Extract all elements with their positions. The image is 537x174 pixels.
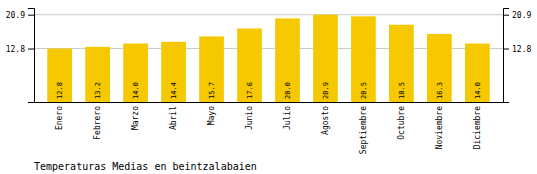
bar <box>85 47 110 102</box>
x-tick: Junio <box>245 106 254 130</box>
data-label: 20.5 <box>360 82 368 99</box>
y-tick-label: 12.8 <box>512 45 531 54</box>
y-axis-line-right <box>504 9 510 103</box>
y-tick-label: 12.8 <box>6 45 25 54</box>
data-label: 13.2 <box>94 82 102 99</box>
data-labels: 12.8 13.2 14.0 14.4 15.7 17.6 20.0 20.9 20.5 18.5… <box>56 82 482 99</box>
y-axis-left: 12.8 20.9 <box>6 9 35 103</box>
y-tick: 12.8 <box>6 45 34 54</box>
y-tick: 20.9 <box>503 11 531 20</box>
bars <box>47 15 489 102</box>
title: Temperaturas Medias en beintzalabaien <box>34 161 257 172</box>
y-tick: 20.9 <box>6 11 34 20</box>
x-tick-label: Febrero <box>93 106 102 140</box>
x-tick: Octubre <box>397 106 406 140</box>
bar <box>47 49 72 102</box>
data-label: 20.9 <box>322 82 330 99</box>
x-tick: Abril <box>169 106 178 130</box>
y-axis-right: 12.8 20.9 <box>503 9 531 103</box>
data-label: 14.4 <box>170 82 178 99</box>
bar <box>123 44 148 102</box>
bar <box>313 15 338 102</box>
bar <box>199 36 224 102</box>
x-tick-label: Junio <box>245 106 254 130</box>
bar <box>161 42 186 102</box>
x-tick-label: Mayo <box>207 106 216 125</box>
x-tick-label: Agosto <box>321 106 330 135</box>
bar <box>389 25 414 102</box>
chart: Enero Febrero Marzo Abril Mayo Junio Julio Agos… <box>0 0 537 174</box>
x-tick-label: Diciembre <box>473 106 482 150</box>
x-tick-label: Octubre <box>397 106 406 140</box>
y-tick-mark <box>503 15 509 16</box>
bar <box>427 34 452 102</box>
x-tick-label: Enero <box>55 106 64 130</box>
x-tick: Febrero <box>93 106 102 140</box>
x-tick: Diciembre <box>473 106 482 150</box>
data-label: 18.5 <box>398 82 406 99</box>
x-tick-label: Noviembre <box>435 106 444 150</box>
data-label: 15.7 <box>208 82 216 99</box>
x-tick: Agosto <box>321 106 330 135</box>
y-axis-line-left <box>28 9 35 103</box>
bar <box>275 18 300 102</box>
x-tick: Septiembre <box>359 106 368 154</box>
x-tick: Julio <box>283 106 292 130</box>
bar <box>465 44 490 102</box>
y-tick-mark <box>28 15 34 16</box>
x-tick: Enero <box>55 106 64 130</box>
x-tick-label: Abril <box>169 106 178 130</box>
data-label: 14.0 <box>132 82 140 99</box>
x-tick: Mayo <box>207 106 216 125</box>
bar <box>237 28 262 102</box>
x-tick-label: Marzo <box>131 106 140 130</box>
data-label: 12.8 <box>56 82 64 99</box>
x-tick: Noviembre <box>435 106 444 150</box>
x-tick: Marzo <box>131 106 140 130</box>
x-tick-label: Julio <box>283 106 292 130</box>
x-tick-label: Septiembre <box>359 106 368 154</box>
data-label: 16.3 <box>436 82 444 99</box>
y-tick-label: 20.9 <box>6 11 25 20</box>
grid-line <box>34 14 503 15</box>
y-tick-label: 20.9 <box>512 11 531 20</box>
bar <box>351 16 376 102</box>
data-label: 20.0 <box>284 82 292 99</box>
y-tick-mark <box>503 49 509 50</box>
x-axis-line <box>35 102 504 103</box>
y-tick: 12.8 <box>503 45 531 54</box>
data-label: 17.6 <box>246 82 254 99</box>
x-axis: Enero Febrero Marzo Abril Mayo Junio Julio Agos… <box>35 103 504 155</box>
y-tick-mark <box>28 49 34 50</box>
data-label: 14.0 <box>474 82 482 99</box>
